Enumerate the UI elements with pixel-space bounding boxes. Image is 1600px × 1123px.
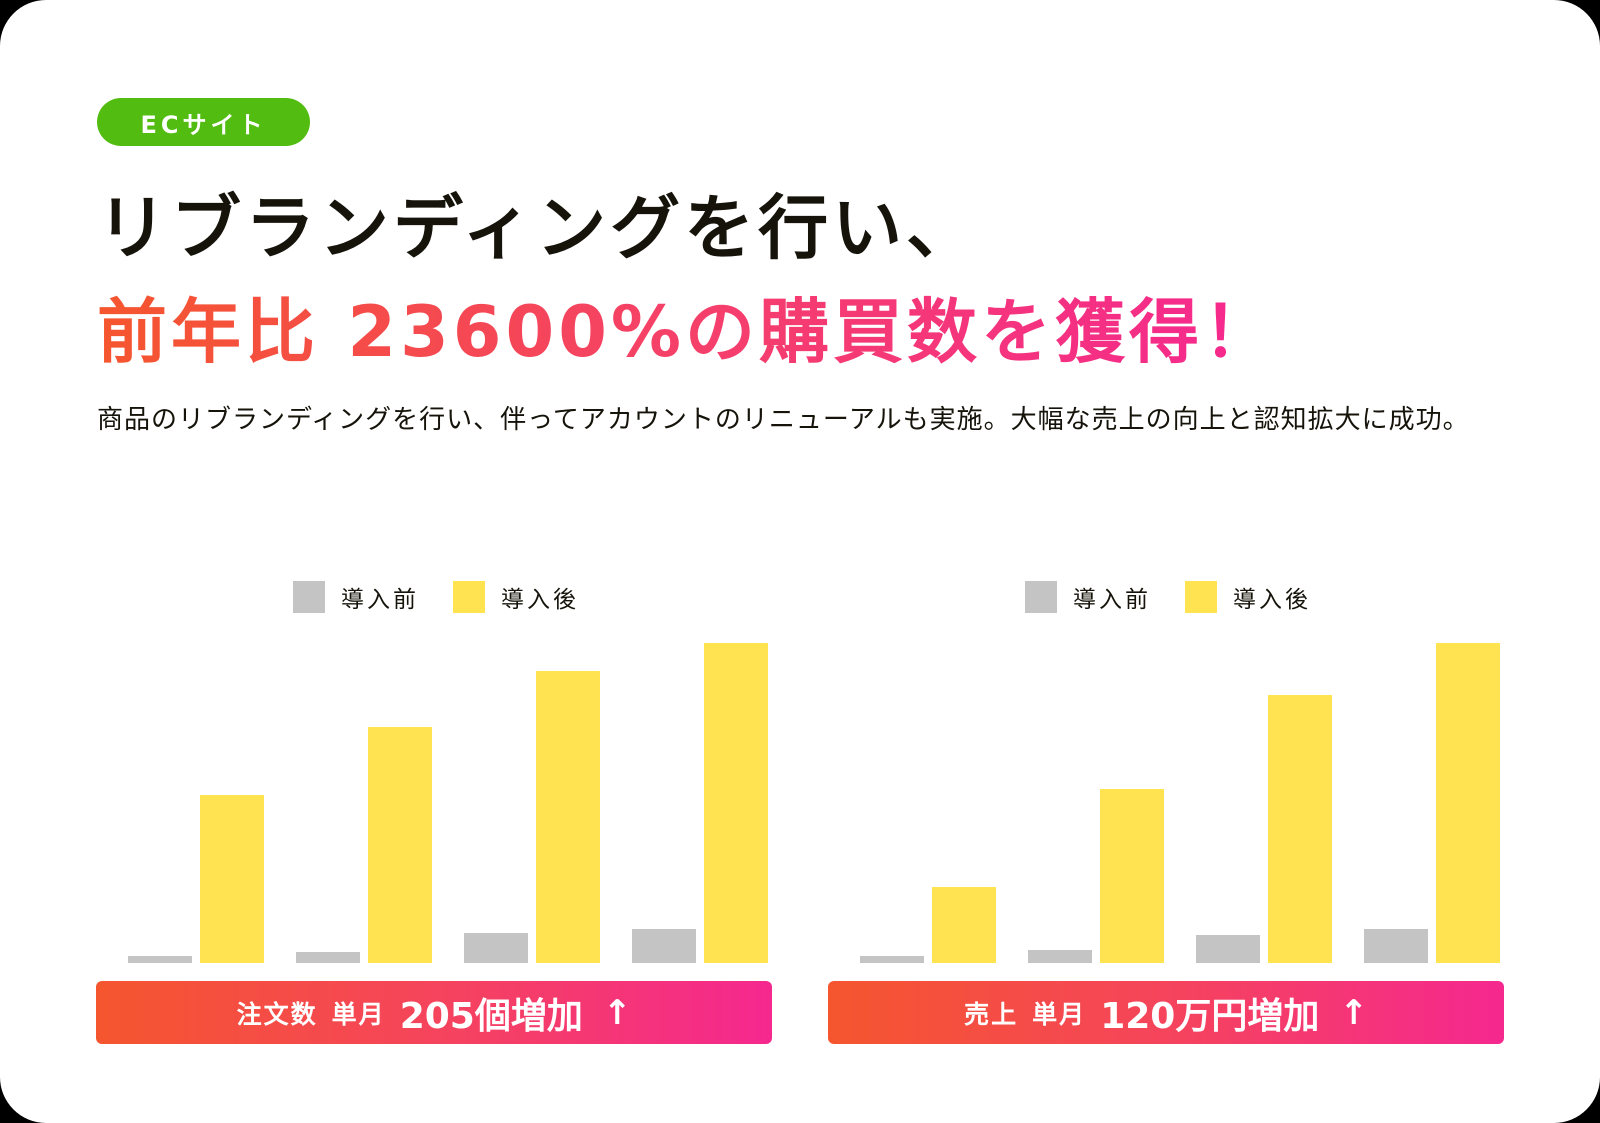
bar-after: [1436, 643, 1500, 963]
headline: リブランディングを行い、 前年比 23600%の購買数を獲得！: [97, 176, 1277, 384]
bar-before: [860, 956, 924, 963]
chart-legend: 導入前 導入後: [828, 580, 1508, 614]
banner-period: 単月: [331, 999, 386, 1029]
legend-item-before: 導入前: [293, 580, 419, 614]
bar-group: [632, 643, 768, 963]
bar-plot: [128, 635, 768, 963]
legend-swatch-after: [1185, 581, 1217, 613]
bar-after: [200, 795, 264, 963]
banner-metric: 売上: [964, 999, 1019, 1029]
bar-group: [128, 795, 264, 963]
bar-after: [368, 727, 432, 963]
bar-before: [1364, 929, 1428, 963]
arrow-up-icon: ↑: [1339, 992, 1368, 1033]
result-banner: 注文数 単月 205個増加 ↑: [96, 981, 772, 1044]
legend-label: 導入前: [1073, 587, 1151, 613]
bar-group: [860, 887, 996, 963]
bar-after: [536, 671, 600, 963]
bar-group: [296, 727, 432, 963]
bar-group: [1196, 695, 1332, 963]
legend-item-before: 導入前: [1025, 580, 1151, 614]
legend-label: 導入前: [341, 587, 419, 613]
bar-before: [1028, 950, 1092, 963]
bar-after: [1100, 789, 1164, 963]
legend-item-after: 導入後: [453, 580, 579, 614]
headline-line-2: 前年比 23600%の購買数を獲得！: [97, 280, 1277, 384]
bar-after: [932, 887, 996, 963]
headline-line-1: リブランディングを行い、: [97, 187, 981, 269]
legend-item-after: 導入後: [1185, 580, 1311, 614]
chart-legend: 導入前 導入後: [96, 580, 776, 614]
bar-plot: [860, 635, 1500, 963]
banner-value: 120万円増加: [1100, 995, 1320, 1037]
sales-chart: 導入前 導入後 売上 単月 120万円増加 ↑: [828, 575, 1508, 1055]
result-banner: 売上 単月 120万円増加 ↑: [828, 981, 1504, 1044]
banner-value: 205個増加: [399, 995, 583, 1037]
legend-label: 導入後: [1233, 587, 1311, 613]
description: 商品のリブランディングを行い、伴ってアカウントのリニューアルも実施。大幅な売上の…: [97, 405, 1470, 435]
bar-group: [1364, 643, 1500, 963]
bar-group: [1028, 789, 1164, 963]
banner-metric: 注文数: [236, 999, 318, 1029]
legend-swatch-after: [453, 581, 485, 613]
legend-swatch-before: [293, 581, 325, 613]
legend-label: 導入後: [501, 587, 579, 613]
bar-group: [464, 671, 600, 963]
category-badge: ECサイト: [97, 98, 310, 146]
banner-period: 単月: [1032, 999, 1087, 1029]
bar-before: [1196, 935, 1260, 963]
bar-before: [632, 929, 696, 963]
orders-chart: 導入前 導入後 注文数 単月 205個増加 ↑: [96, 575, 776, 1055]
bar-before: [464, 933, 528, 963]
legend-swatch-before: [1025, 581, 1057, 613]
arrow-up-icon: ↑: [602, 992, 632, 1033]
bar-before: [296, 952, 360, 963]
bar-after: [704, 643, 768, 963]
bar-after: [1268, 695, 1332, 963]
bar-before: [128, 956, 192, 963]
